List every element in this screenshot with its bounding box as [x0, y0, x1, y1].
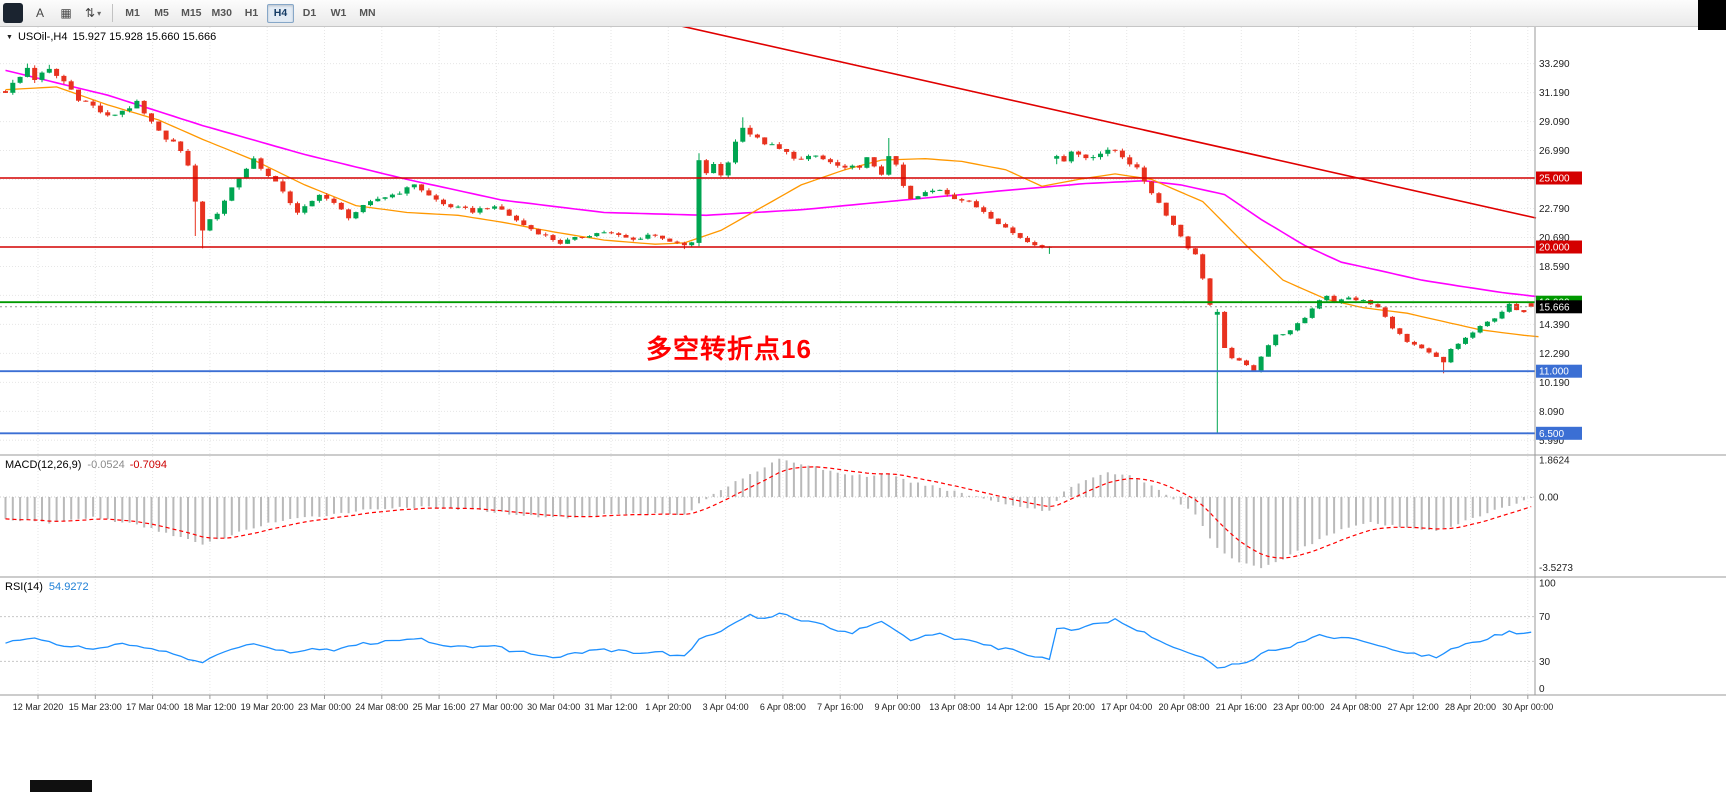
ma-slow-line: [5, 69, 1539, 298]
svg-text:27 Apr 12:00: 27 Apr 12:00: [1388, 702, 1439, 712]
descending-trendline[interactable]: [681, 27, 1537, 219]
price-axis: 33.290 31.190 29.090 26.990 22.790 20.690 18.5…: [1539, 59, 1573, 695]
svg-text:24 Mar 08:00: 24 Mar 08:00: [355, 702, 408, 712]
rsi-info-line: RSI(14) 54.9272: [5, 581, 89, 593]
percent-scale-button[interactable]: ⇅ ▾: [80, 3, 106, 24]
svg-text:1.8624: 1.8624: [1539, 455, 1570, 466]
svg-text:17 Apr 04:00: 17 Apr 04:00: [1101, 702, 1152, 712]
svg-text:13 Apr 08:00: 13 Apr 08:00: [929, 702, 980, 712]
timeframe-button-w1[interactable]: W1: [330, 7, 347, 19]
rsi-label: RSI(14): [5, 581, 43, 593]
svg-text:3 Apr 04:00: 3 Apr 04:00: [703, 702, 749, 712]
svg-text:23 Apr 00:00: 23 Apr 00:00: [1273, 702, 1324, 712]
svg-text:14.390: 14.390: [1539, 320, 1570, 331]
svg-text:6 Apr 08:00: 6 Apr 08:00: [760, 702, 806, 712]
macd-main-value: -0.0524: [87, 459, 125, 471]
timeframe-button-group: M1 M5 M15 M30 H1 H4 D1 W1 MN: [119, 3, 381, 23]
svg-text:7 Apr 16:00: 7 Apr 16:00: [817, 702, 863, 712]
symbol-info-line: ▼ USOil-,H4 15.927 15.928 15.660 15.666: [6, 31, 216, 43]
macd-signal-value: -0.7094: [129, 459, 168, 471]
svg-text:14 Apr 12:00: 14 Apr 12:00: [987, 702, 1038, 712]
symbol-name: USOil-,H4: [17, 31, 68, 43]
svg-text:24 Apr 08:00: 24 Apr 08:00: [1330, 702, 1381, 712]
timeframe-button-m5[interactable]: M5: [154, 7, 169, 19]
chart-annotation-text[interactable]: 多空转折点16: [646, 334, 812, 364]
timeframe-button-h1[interactable]: H1: [244, 7, 259, 19]
svg-text:15 Apr 20:00: 15 Apr 20:00: [1044, 702, 1095, 712]
toolbar-button-group: A ▦ ⇅ ▾: [28, 3, 106, 24]
svg-text:9 Apr 00:00: 9 Apr 00:00: [874, 702, 920, 712]
svg-text:19 Mar 20:00: 19 Mar 20:00: [241, 702, 294, 712]
svg-text:8.090: 8.090: [1539, 407, 1564, 418]
svg-text:12.290: 12.290: [1539, 349, 1570, 360]
svg-text:22.790: 22.790: [1539, 204, 1570, 215]
svg-text:30: 30: [1539, 657, 1551, 668]
dropdown-caret-icon: ▾: [97, 8, 102, 18]
timeframe-button-m15[interactable]: M15: [181, 7, 202, 19]
svg-text:6.500: 6.500: [1539, 429, 1564, 440]
rsi-line: [5, 612, 1532, 669]
svg-text:0: 0: [1539, 684, 1545, 695]
svg-text:12 Mar 2020: 12 Mar 2020: [13, 702, 64, 712]
svg-text:27 Mar 00:00: 27 Mar 00:00: [470, 702, 523, 712]
svg-text:0.00: 0.00: [1539, 493, 1559, 504]
svg-text:31.190: 31.190: [1539, 88, 1570, 99]
svg-text:10.190: 10.190: [1539, 378, 1570, 389]
top-right-corner-box: [1698, 0, 1726, 30]
svg-text:29.090: 29.090: [1539, 117, 1570, 128]
app-icon[interactable]: [3, 3, 23, 23]
percent-scale-button-icon: ⇅: [85, 6, 96, 20]
svg-text:23 Mar 00:00: 23 Mar 00:00: [298, 702, 351, 712]
timeframe-button-m30[interactable]: M30: [211, 7, 232, 19]
svg-text:28 Apr 20:00: 28 Apr 20:00: [1445, 702, 1496, 712]
macd-signal-line: [5, 466, 1532, 559]
toolbar-separator: [112, 4, 114, 22]
timeframe-button-m1[interactable]: M1: [125, 7, 140, 19]
text-tool-button[interactable]: A: [28, 3, 52, 24]
svg-text:1 Apr 20:00: 1 Apr 20:00: [645, 702, 691, 712]
macd-info-line: MACD(12,26,9) -0.0524 -0.7094: [5, 459, 167, 471]
macd-panel: [4, 458, 1533, 569]
timeframe-button-mn[interactable]: MN: [359, 7, 376, 19]
chart-type-button[interactable]: ▦: [54, 3, 78, 24]
time-axis: 12 Mar 2020 15 Mar 23:00 17 Mar 04:00 18 Ma…: [13, 695, 1553, 712]
svg-text:30 Mar 04:00: 30 Mar 04:00: [527, 702, 580, 712]
svg-text:25.000: 25.000: [1539, 174, 1570, 185]
svg-text:33.290: 33.290: [1539, 59, 1570, 70]
svg-text:20.000: 20.000: [1539, 243, 1570, 254]
svg-text:70: 70: [1539, 612, 1551, 623]
candles-layer: [3, 63, 1534, 433]
chart-type-button-icon: ▦: [60, 6, 72, 20]
svg-text:26.990: 26.990: [1539, 146, 1570, 157]
svg-text:15.666: 15.666: [1539, 302, 1570, 313]
svg-text:18 Mar 12:00: 18 Mar 12:00: [183, 702, 236, 712]
svg-text:31 Mar 12:00: 31 Mar 12:00: [584, 702, 637, 712]
symbol-ohlc: 15.927 15.928 15.660 15.666: [72, 31, 217, 43]
svg-text:100: 100: [1539, 579, 1556, 590]
timeframe-button-d1[interactable]: D1: [302, 7, 317, 19]
svg-text:21 Apr 16:00: 21 Apr 16:00: [1216, 702, 1267, 712]
macd-label: MACD(12,26,9): [5, 459, 82, 471]
svg-text:15 Mar 23:00: 15 Mar 23:00: [69, 702, 122, 712]
symbol-expander-icon[interactable]: ▼: [6, 33, 13, 41]
svg-text:-3.5273: -3.5273: [1539, 563, 1573, 574]
svg-text:30 Apr 00:00: 30 Apr 00:00: [1502, 702, 1553, 712]
text-tool-button-icon: A: [35, 6, 44, 20]
svg-text:20.690: 20.690: [1539, 233, 1570, 244]
svg-text:17 Mar 04:00: 17 Mar 04:00: [126, 702, 179, 712]
svg-text:25 Mar 16:00: 25 Mar 16:00: [413, 702, 466, 712]
svg-text:18.590: 18.590: [1539, 262, 1570, 273]
rsi-value: 54.9272: [48, 581, 89, 593]
toolbar: A ▦ ⇅ ▾ M1 M5 M15 M30 H1 H4 D1 W1 MN: [0, 0, 1726, 27]
bottom-left-black-bar: [30, 780, 92, 792]
svg-text:11.000: 11.000: [1539, 367, 1569, 378]
svg-text:20 Apr 08:00: 20 Apr 08:00: [1158, 702, 1209, 712]
timeframe-button-h4[interactable]: H4: [266, 3, 294, 23]
svg-text:5.990: 5.990: [1539, 436, 1564, 447]
chart-canvas[interactable]: 33.290 31.190 29.090 26.990 22.790 20.690 18.5…: [0, 27, 1726, 717]
